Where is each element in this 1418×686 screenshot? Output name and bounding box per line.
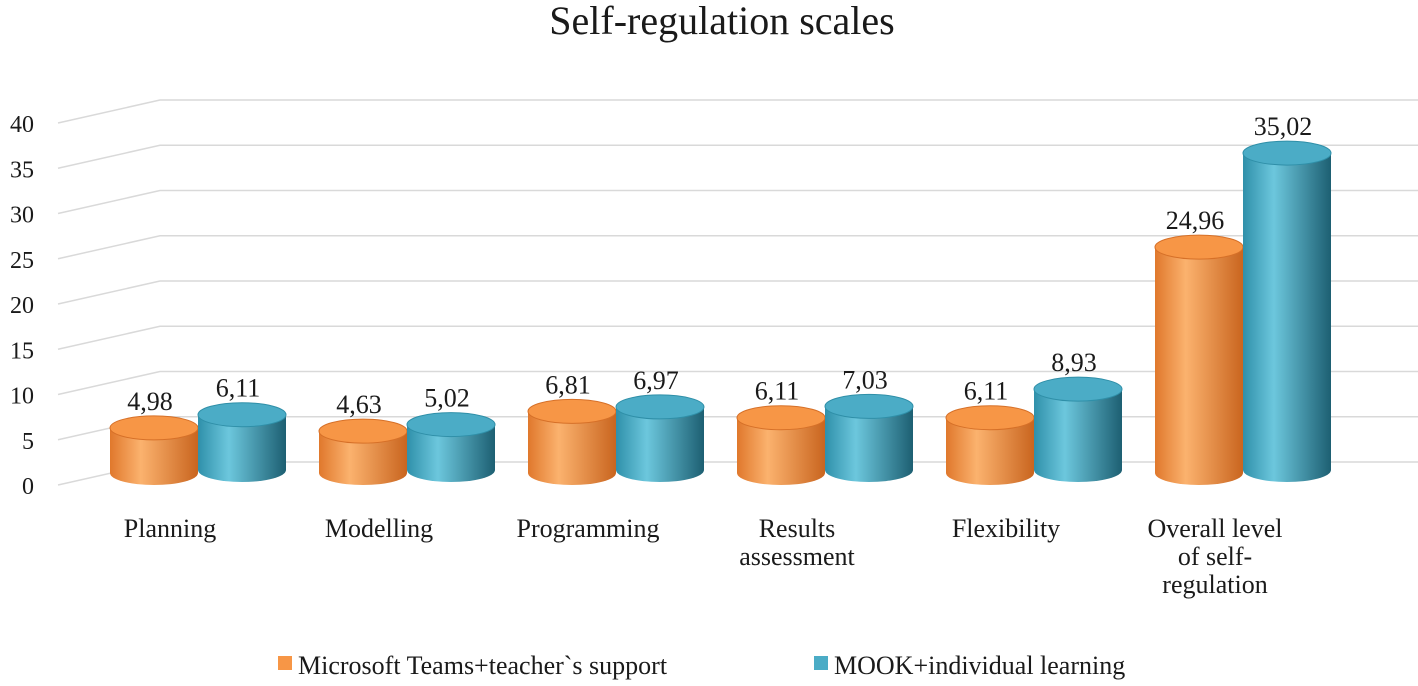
bar-series-0-5 <box>1154 234 1244 485</box>
y-axis-ticks: 0 5 10 15 20 25 30 35 40 <box>10 112 34 500</box>
bar-body <box>825 406 913 482</box>
bar-body <box>110 427 198 485</box>
data-label-series-1-1: 5,02 <box>424 384 470 413</box>
legend-swatch-series-1 <box>814 656 828 670</box>
bar-series-1-2 <box>615 394 705 482</box>
y-tick-label: 5 <box>22 429 34 455</box>
y-tick-label: 25 <box>10 248 34 274</box>
bar-top <box>197 402 287 428</box>
gridline <box>57 189 1418 215</box>
y-tick-label: 40 <box>10 112 34 138</box>
bar-series-1-3 <box>824 393 914 482</box>
bar-series-1-0 <box>197 402 287 482</box>
bar-top <box>318 418 408 444</box>
data-label-series-1-5: 35,02 <box>1254 112 1313 141</box>
data-label-series-1-4: 8,93 <box>1051 348 1097 377</box>
data-label-series-0-4: 6,11 <box>964 377 1009 406</box>
gridline <box>57 235 1418 260</box>
bar-series-0-0 <box>109 415 199 485</box>
x-axis-categories: Planning Modelling Programming Results asses… <box>124 514 1283 599</box>
data-label-series-1-3: 7,03 <box>842 365 888 394</box>
bar-body <box>1243 153 1331 482</box>
bar-top <box>109 415 199 441</box>
y-tick-label: 15 <box>10 338 34 364</box>
bar-body <box>737 417 825 485</box>
category-label-2: Programming <box>517 514 660 543</box>
bar-body <box>616 406 704 482</box>
category-label-1: Modelling <box>325 514 433 543</box>
bar-top <box>615 394 705 420</box>
y-tick-label: 10 <box>10 384 34 410</box>
bar-series-1-5 <box>1242 140 1332 482</box>
legend-swatch-series-0 <box>278 656 292 670</box>
bar-series-0-3 <box>736 405 826 485</box>
bar-top <box>1242 140 1332 166</box>
bar-series-0-2 <box>527 398 617 485</box>
gridlines <box>57 99 1418 486</box>
gridline <box>57 325 1418 350</box>
bar-body <box>946 417 1034 485</box>
bar-body <box>319 431 407 485</box>
bar-top <box>824 393 914 419</box>
legend-label-series-1: MOOK+individual learning <box>834 651 1125 680</box>
bar-series-1-1 <box>406 412 496 482</box>
bar-series-0-4 <box>945 405 1035 485</box>
data-label-series-1-2: 6,97 <box>633 366 679 395</box>
bar-top <box>1033 376 1123 402</box>
y-tick-label: 20 <box>10 293 34 319</box>
bar-body <box>198 414 286 482</box>
bar-top <box>1154 234 1244 260</box>
category-label-0: Planning <box>124 514 216 543</box>
bar-top <box>527 398 617 424</box>
gridline <box>57 99 1418 124</box>
chart-title: Self-regulation scales <box>549 0 894 43</box>
data-label-series-1-0: 6,11 <box>216 374 261 403</box>
data-label-series-0-3: 6,11 <box>755 377 800 406</box>
bars <box>109 140 1332 485</box>
gridline <box>57 144 1418 169</box>
bar-body <box>1155 247 1243 485</box>
category-label-5: Overall level of self-regulation <box>1148 514 1283 599</box>
bar-series-1-4 <box>1033 376 1123 482</box>
bar-body <box>1034 389 1122 482</box>
data-label-series-0-0: 4,98 <box>127 387 173 416</box>
category-label-4: Flexibility <box>952 514 1060 543</box>
y-tick-label: 35 <box>10 157 34 183</box>
data-label-series-0-2: 6,81 <box>545 370 591 399</box>
bar-top <box>736 405 826 431</box>
y-tick-label: 30 <box>10 203 34 229</box>
legend-label-series-0: Microsoft Teams+teacher`s support <box>298 651 668 680</box>
bar-series-0-1 <box>318 418 408 485</box>
legend: Microsoft Teams+teacher`s support MOOK+i… <box>278 651 1125 680</box>
bar-top <box>406 412 496 438</box>
data-labels: 4,98 4,63 6,81 6,11 6,11 24,96 6,11 5,02 6,97 7,0… <box>127 112 1312 419</box>
bar-body <box>528 411 616 485</box>
gridline <box>57 280 1418 305</box>
category-label-3: Results assessment <box>739 514 855 571</box>
data-label-series-0-5: 24,96 <box>1166 206 1225 235</box>
bar-top <box>945 405 1035 431</box>
gridline <box>57 370 1418 396</box>
y-tick-label: 0 <box>22 474 34 500</box>
data-label-series-0-1: 4,63 <box>336 390 382 419</box>
bar-body <box>407 424 495 482</box>
